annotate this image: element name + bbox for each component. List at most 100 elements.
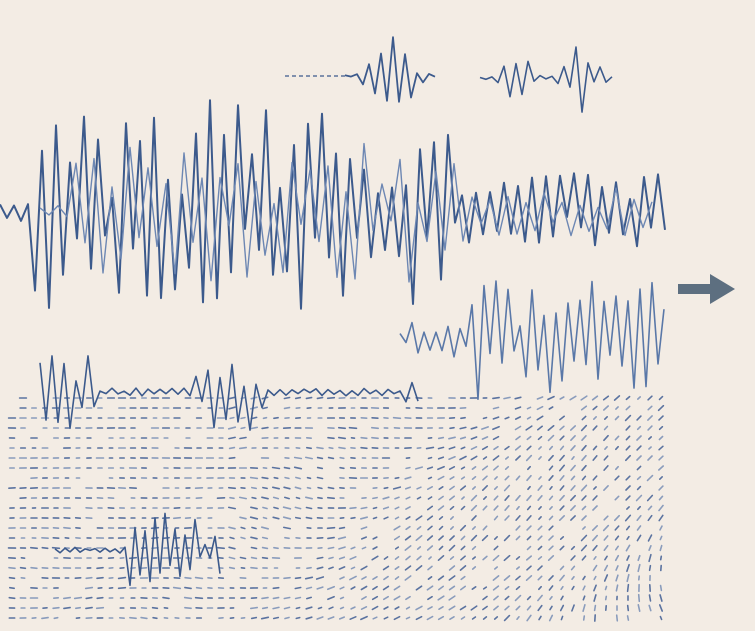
dash — [406, 468, 410, 469]
dash — [341, 607, 344, 608]
dash — [296, 518, 300, 519]
dash — [274, 508, 278, 509]
dash — [297, 498, 300, 499]
dash — [31, 548, 37, 549]
dash — [328, 548, 333, 549]
dash — [394, 418, 401, 419]
seismic-illustration — [0, 0, 755, 631]
dash — [9, 598, 14, 599]
dash — [274, 618, 279, 619]
dash — [361, 438, 367, 439]
dash — [251, 608, 257, 609]
dash — [295, 588, 300, 589]
dash — [174, 518, 180, 519]
dash — [185, 598, 192, 599]
dash — [75, 598, 82, 599]
dash — [296, 578, 301, 579]
dash — [42, 618, 48, 619]
dash — [285, 618, 289, 619]
dash — [307, 508, 312, 509]
dash — [21, 568, 26, 569]
dash — [306, 398, 311, 399]
dash — [97, 578, 103, 579]
dash — [252, 488, 256, 489]
dash — [285, 538, 289, 539]
dash — [53, 608, 59, 609]
dash — [372, 428, 378, 429]
dash — [196, 598, 203, 599]
dash — [274, 548, 278, 549]
dash — [153, 608, 158, 609]
dash — [317, 398, 322, 399]
dash — [174, 588, 181, 589]
dash — [295, 458, 302, 459]
dash — [484, 418, 487, 419]
dash — [350, 428, 357, 429]
dash — [86, 598, 92, 599]
dash — [10, 588, 14, 589]
dash — [229, 488, 235, 489]
dash — [42, 548, 47, 549]
dash — [263, 548, 268, 549]
dash — [230, 568, 235, 569]
dash — [130, 618, 136, 619]
dash — [340, 468, 344, 469]
arrow-shaft — [678, 284, 714, 294]
dash — [76, 608, 80, 609]
dash — [263, 558, 268, 559]
dash — [329, 448, 333, 449]
dash — [319, 608, 322, 609]
dash — [318, 478, 323, 479]
dash — [285, 468, 290, 469]
dash — [308, 478, 311, 479]
dash — [86, 608, 92, 609]
dash — [262, 598, 268, 599]
dash — [252, 498, 256, 499]
dash — [628, 616, 629, 620]
dash — [307, 568, 311, 569]
dash — [284, 578, 290, 579]
dash — [31, 568, 37, 569]
dash — [450, 428, 454, 429]
dash — [361, 508, 366, 509]
dash — [153, 618, 157, 619]
dash — [241, 428, 245, 429]
dash — [329, 558, 333, 559]
dash — [373, 498, 377, 499]
dash — [317, 448, 323, 449]
dash — [340, 458, 344, 459]
dash — [374, 518, 377, 519]
dash — [318, 498, 322, 499]
dash — [318, 488, 322, 489]
dash — [119, 578, 126, 579]
dash — [263, 488, 267, 489]
dash — [252, 528, 256, 529]
dash — [263, 608, 268, 609]
dash — [240, 438, 246, 439]
dash — [9, 568, 15, 569]
dash — [296, 608, 299, 609]
dash — [606, 596, 607, 599]
dash — [197, 588, 202, 589]
dash — [308, 488, 311, 489]
dash — [328, 528, 335, 529]
dash — [263, 408, 267, 409]
dash — [395, 478, 398, 479]
dash — [328, 498, 334, 499]
dash — [241, 538, 245, 539]
dash — [185, 588, 191, 589]
dash — [561, 616, 562, 619]
dash — [230, 418, 234, 419]
dash — [584, 616, 585, 620]
dash — [284, 598, 289, 599]
dash — [229, 458, 234, 459]
dash — [628, 585, 629, 592]
dash — [329, 458, 334, 459]
dash — [262, 478, 268, 479]
dash — [230, 448, 235, 449]
dash — [86, 588, 93, 589]
dash — [661, 556, 662, 559]
dash — [141, 618, 147, 619]
dash — [493, 398, 499, 399]
dash — [296, 478, 300, 479]
